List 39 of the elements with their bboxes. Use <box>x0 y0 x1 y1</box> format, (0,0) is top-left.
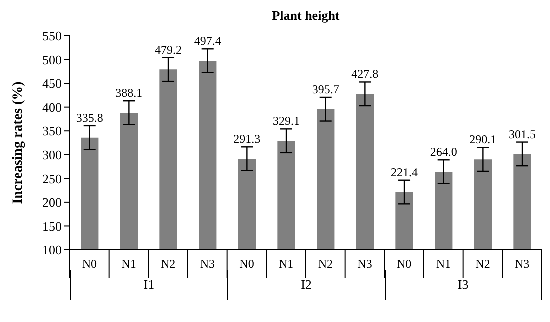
x-tick-label: N0 <box>240 257 254 271</box>
y-tick-label: 300 <box>42 148 62 163</box>
x-tick-label: N1 <box>278 257 294 271</box>
y-tick-label: 200 <box>42 195 62 210</box>
y-tick-label: 100 <box>42 242 62 258</box>
x-tick-label: N2 <box>476 257 490 271</box>
y-tick-label: 400 <box>42 100 62 115</box>
x-tick-label: N0 <box>82 257 98 271</box>
data-label: 221.4 <box>391 165 418 180</box>
x-tick-label: N0 <box>396 257 412 271</box>
data-label: 290.1 <box>470 132 497 147</box>
text: I3 <box>384 270 542 300</box>
data-label: 388.1 <box>116 86 143 100</box>
x-tick-label: N3 <box>358 257 372 271</box>
x-tick-label: N2 <box>160 257 176 271</box>
chart-title: Plant height <box>271 8 341 24</box>
x-tick-label: N3 <box>200 257 216 271</box>
data-label: 301.5 <box>509 127 536 142</box>
data-label: 329.1 <box>273 114 300 128</box>
x-tick-label: N1 <box>436 257 452 271</box>
y-tick-label: 250 <box>42 171 62 186</box>
data-label: 427.8 <box>352 67 379 82</box>
data-label: 479.2 <box>155 42 182 57</box>
data-label: 395.7 <box>312 82 340 96</box>
x-tick-label: N2 <box>318 257 334 271</box>
data-label: 264.0 <box>430 145 458 160</box>
data-label: 497.4 <box>194 34 222 48</box>
y-tick-label: 350 <box>42 124 62 139</box>
y-tick-label: 450 <box>42 76 62 92</box>
data-label: 291.3 <box>234 132 261 146</box>
data-label: 335.8 <box>76 110 104 125</box>
text: I1 <box>70 270 228 300</box>
y-tick-label: 150 <box>42 218 62 234</box>
x-tick-label: N3 <box>514 257 530 271</box>
x-tick-label: N1 <box>122 257 136 271</box>
y-tick-label: 550 <box>42 28 62 44</box>
text: I2 <box>227 270 385 300</box>
y-tick-label: 500 <box>42 52 62 68</box>
y-axis-title: Increasing rates (%) <box>11 81 26 204</box>
